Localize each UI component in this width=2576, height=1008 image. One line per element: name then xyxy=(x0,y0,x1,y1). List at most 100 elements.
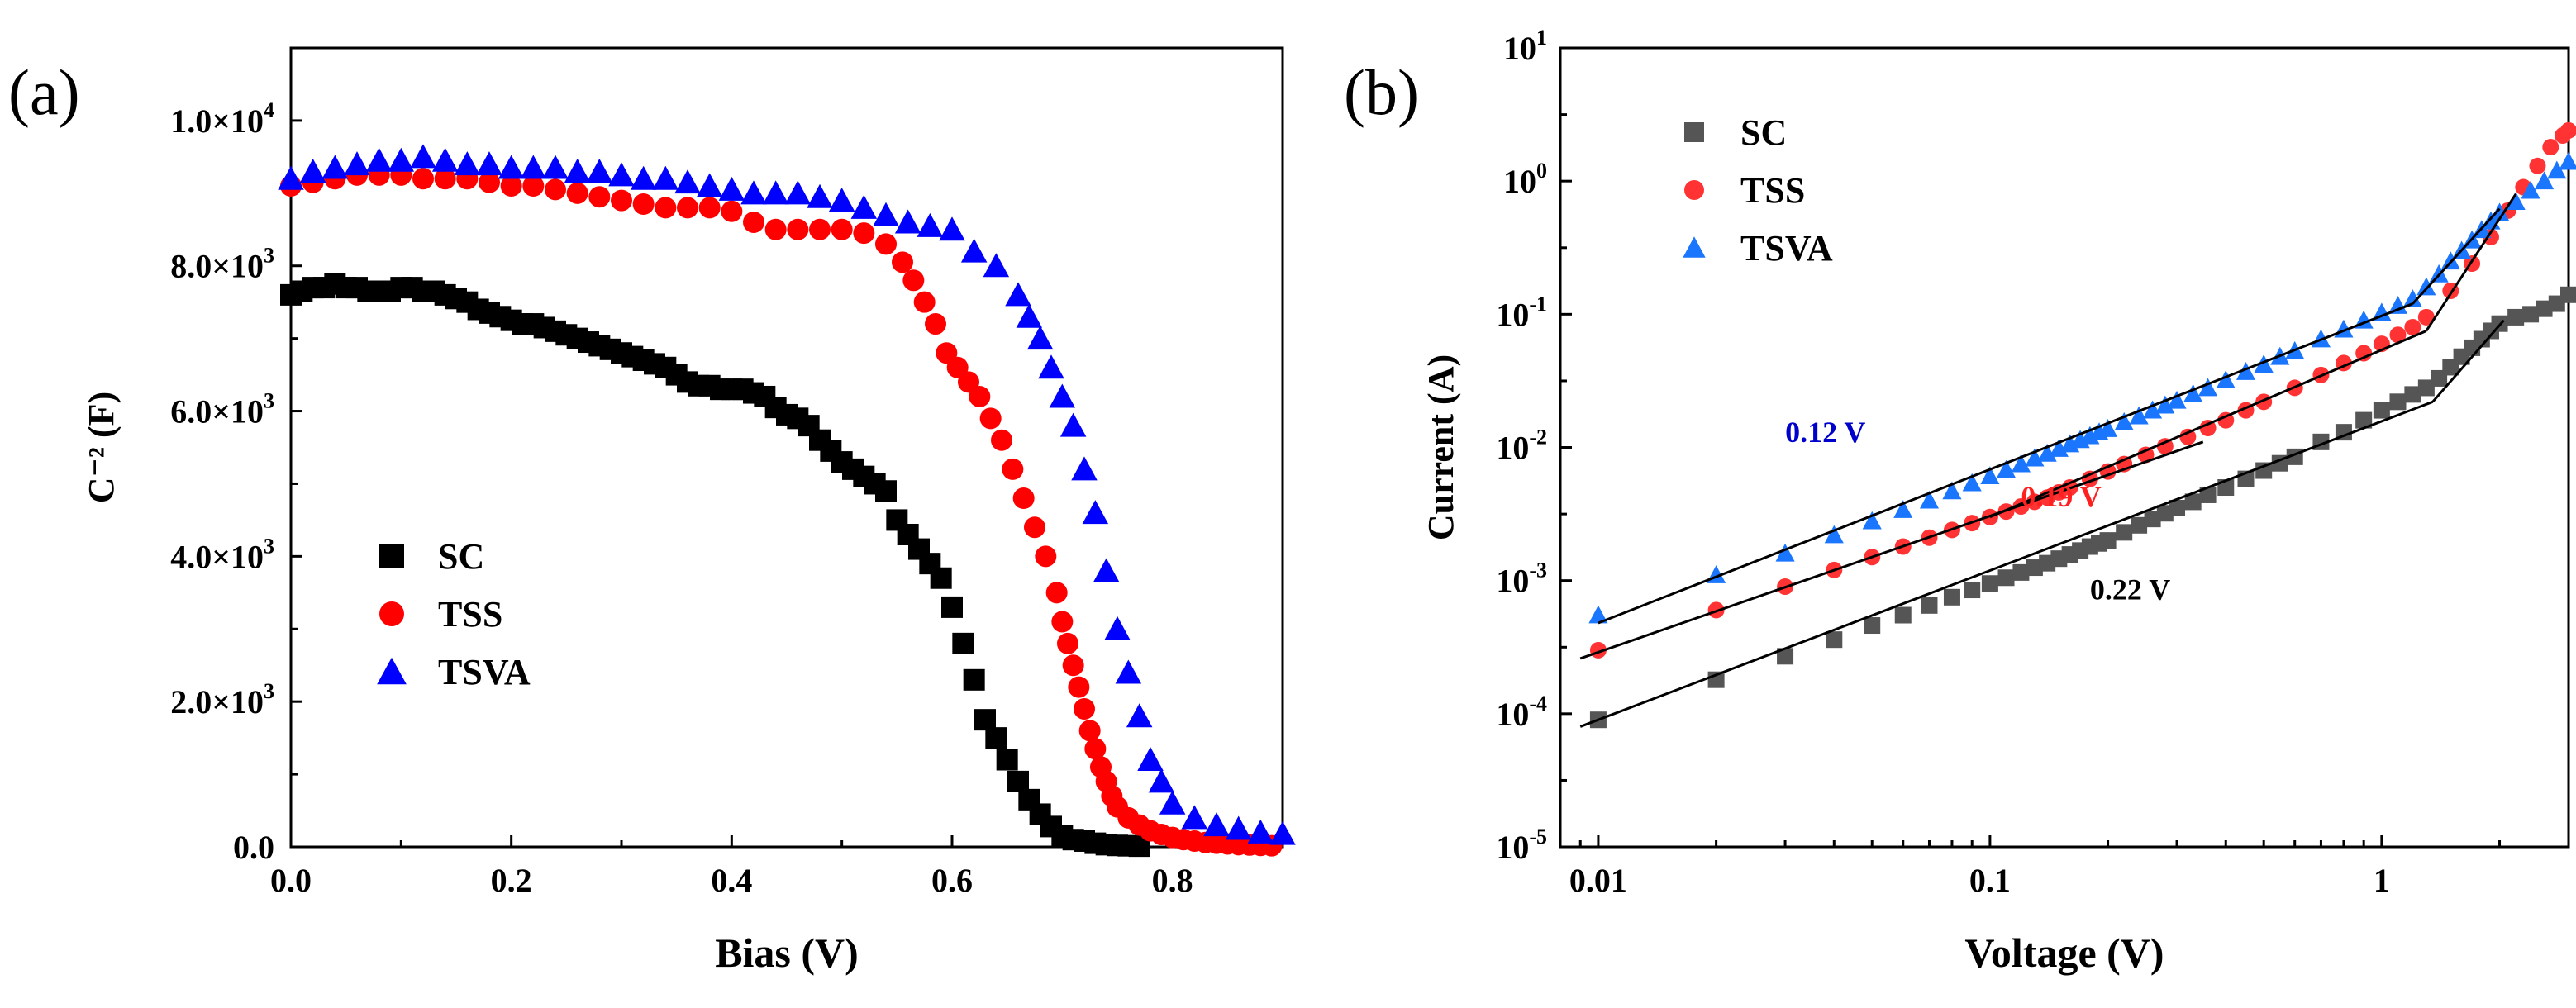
data-point xyxy=(2098,419,2118,437)
y-tick-label-a: 2.0×103 xyxy=(170,679,274,720)
data-point xyxy=(743,211,764,233)
data-point xyxy=(721,200,743,222)
y-tick-label-b: 100 xyxy=(1503,159,1547,200)
data-point xyxy=(2156,438,2174,455)
data-point xyxy=(2143,400,2163,419)
data-point xyxy=(853,222,875,245)
data-point xyxy=(566,182,588,204)
data-point xyxy=(902,269,925,292)
fit-line xyxy=(1579,400,2434,728)
data-point xyxy=(2131,516,2148,534)
data-point xyxy=(831,218,853,240)
data-point xyxy=(958,371,979,393)
data-point xyxy=(930,567,952,589)
x-tick-label-a: 0.2 xyxy=(491,862,532,899)
y-axis-label-a: C⁻² (F) xyxy=(81,392,121,503)
data-point xyxy=(2388,296,2408,314)
data-point xyxy=(410,144,436,169)
data-point xyxy=(2037,443,2057,462)
fit-line xyxy=(2412,207,2501,305)
data-point xyxy=(960,238,988,263)
data-point xyxy=(1181,805,1208,830)
data-point xyxy=(2012,563,2030,581)
x-tick-label-a: 0.8 xyxy=(1152,862,1193,899)
data-point xyxy=(2216,370,2236,388)
data-point xyxy=(892,251,913,273)
panel-label-a: (a) xyxy=(8,56,80,128)
legend-label: TSVA xyxy=(438,652,531,692)
data-point xyxy=(1269,820,1296,845)
y-tick-label-b: 10-5 xyxy=(1496,825,1547,866)
y-tick-label-b: 10-2 xyxy=(1496,426,1547,467)
data-point xyxy=(431,147,459,172)
data-point xyxy=(1126,703,1153,728)
data-point xyxy=(952,632,974,654)
data-point xyxy=(936,342,958,364)
series-b-sc xyxy=(1589,286,2576,729)
data-point xyxy=(2236,362,2256,380)
fit-annotation: 0.22 V xyxy=(2090,573,2170,606)
data-point xyxy=(1225,815,1252,840)
data-point xyxy=(299,158,326,183)
data-point xyxy=(2373,402,2390,419)
fit-annotation: 0.12 V xyxy=(1785,416,1865,449)
data-point xyxy=(2506,192,2526,211)
data-point xyxy=(2507,308,2525,326)
data-point xyxy=(1104,616,1131,640)
data-point xyxy=(412,168,434,190)
data-point xyxy=(1059,412,1087,437)
data-point xyxy=(2011,454,2031,473)
data-point xyxy=(1981,575,1998,592)
y-tick-label-a: 8.0×103 xyxy=(170,244,274,285)
legend-a: SC TSS TSVA xyxy=(377,536,531,692)
data-point xyxy=(2255,462,2273,479)
data-point xyxy=(2529,157,2546,174)
data-point xyxy=(2114,411,2134,430)
data-point xyxy=(969,385,991,407)
y-tick-label-a: 6.0×103 xyxy=(170,389,274,430)
data-point xyxy=(1068,676,1090,698)
x-tick-label-a: 0.0 xyxy=(270,862,312,899)
data-point xyxy=(2167,390,2187,409)
data-point xyxy=(946,356,969,378)
data-point xyxy=(1826,631,1843,649)
legend-label: SC xyxy=(1740,112,1787,153)
data-point xyxy=(500,175,522,197)
data-point xyxy=(2404,386,2421,403)
data-point xyxy=(2404,318,2421,335)
data-point xyxy=(974,709,996,731)
data-point xyxy=(2560,121,2576,139)
data-point xyxy=(1026,326,1054,350)
data-point xyxy=(1894,606,1912,624)
data-point xyxy=(1962,473,1982,492)
data-point xyxy=(1588,605,1608,624)
fit-line xyxy=(1579,440,2204,660)
data-point xyxy=(850,194,878,219)
data-point xyxy=(2542,139,2559,156)
data-point xyxy=(1078,720,1101,742)
data-point xyxy=(655,197,677,219)
data-point xyxy=(479,171,500,193)
y-tick-label-a: 1.0×104 xyxy=(170,98,274,140)
series-a-tsva xyxy=(278,144,1296,845)
data-point xyxy=(278,165,304,190)
data-point xyxy=(1159,790,1186,815)
data-point xyxy=(784,180,812,205)
data-point xyxy=(2402,289,2422,307)
x-tick-label-b: 0.01 xyxy=(1569,862,1627,899)
data-point xyxy=(873,202,899,226)
data-point xyxy=(2417,379,2435,397)
data-point xyxy=(520,155,547,179)
data-point xyxy=(1045,582,1068,604)
legend-marker xyxy=(379,544,404,568)
legend-marker xyxy=(377,657,407,685)
data-point xyxy=(828,188,855,212)
data-point xyxy=(1996,459,2017,478)
data-point xyxy=(2025,448,2045,467)
data-point xyxy=(894,209,921,234)
data-point xyxy=(2099,532,2117,549)
data-point xyxy=(2116,524,2133,541)
data-point xyxy=(2155,395,2175,414)
data-point xyxy=(2198,378,2218,397)
